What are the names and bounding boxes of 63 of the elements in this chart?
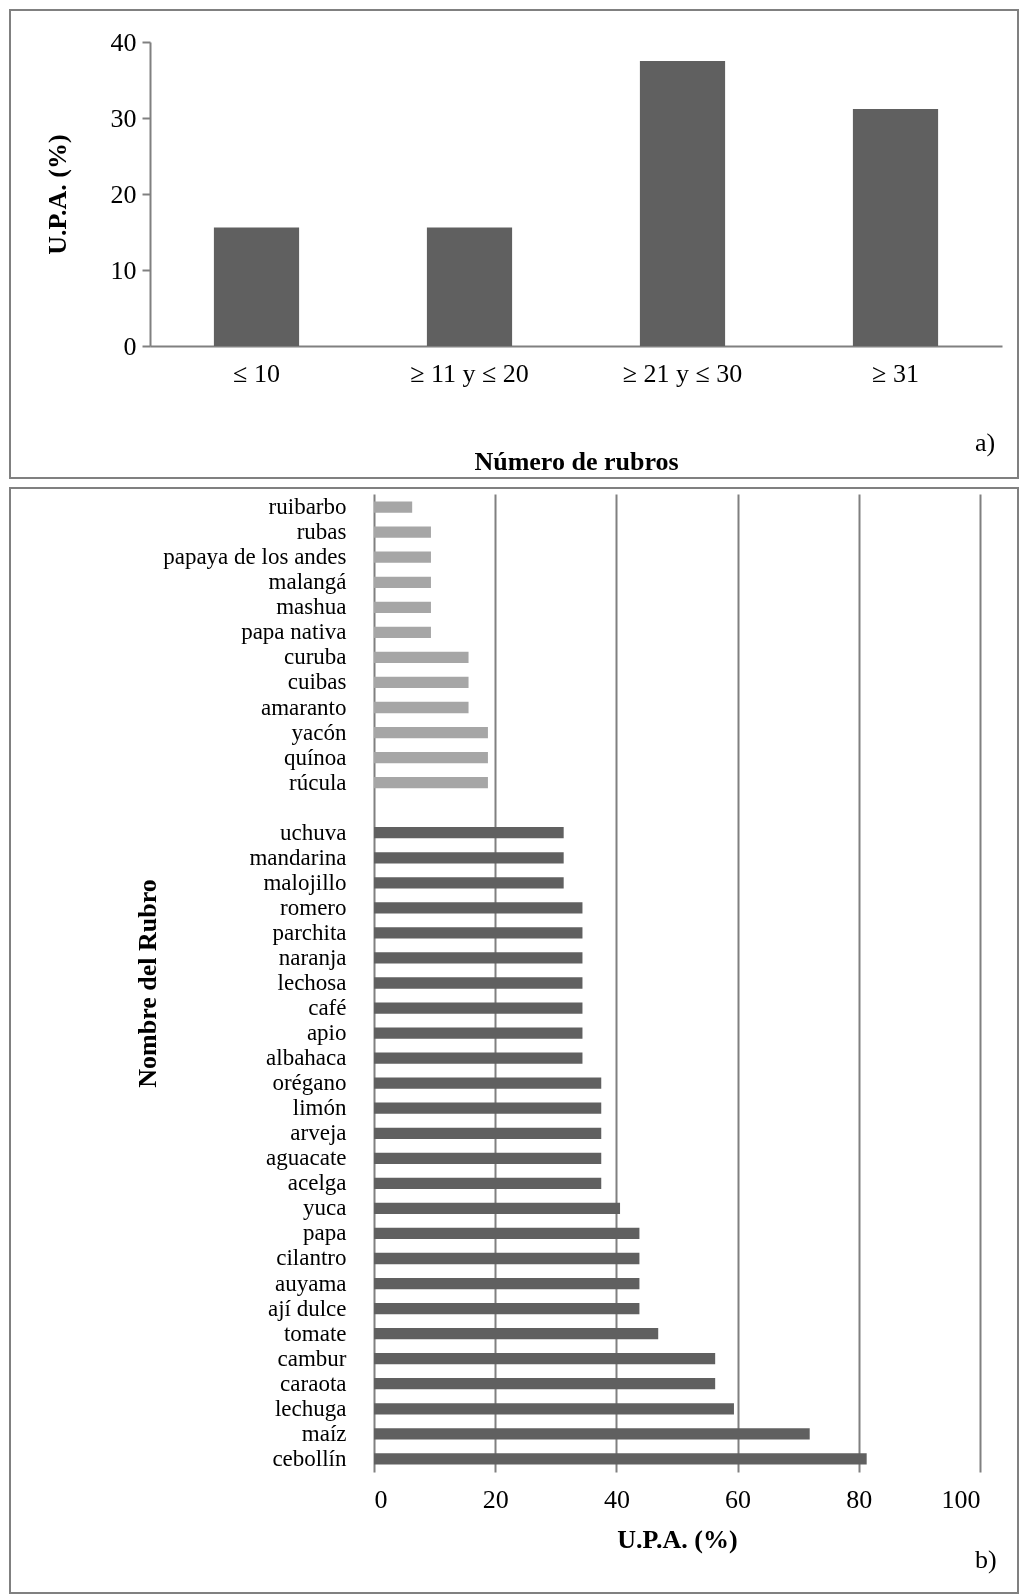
x-tick-label: 0 — [374, 1484, 388, 1514]
text: a) — [975, 428, 996, 458]
y-tick-label: orégano — [272, 1070, 347, 1096]
bar — [426, 227, 513, 346]
y-tick-label: aguacate — [266, 1145, 347, 1171]
y-tick-label: rúcula — [289, 769, 347, 795]
y-tick-label: ruibarbo — [268, 494, 347, 520]
y-tick-label: 10 — [110, 255, 137, 285]
bar — [213, 227, 300, 346]
y-tick-label: cambur — [277, 1345, 347, 1371]
y-tick-label: 0 — [123, 331, 137, 361]
y-tick-label: 30 — [110, 103, 137, 133]
y-axis-title: U.P.A. (%) — [42, 134, 72, 255]
y-tick-label: cebollín — [272, 1445, 347, 1471]
y-axis-title: Nombre del Rubro — [132, 879, 162, 1088]
y-tick-label: mashua — [276, 594, 347, 620]
y-tick-label: lechosa — [277, 970, 347, 995]
y-tick-label: papa — [303, 1220, 347, 1246]
y-tick-label: lechuga — [274, 1395, 347, 1421]
y-tick-label: limón — [292, 1095, 347, 1121]
y-tick-label: amaranto — [260, 694, 347, 720]
y-tick-label: curuba — [283, 644, 347, 670]
y-tick-label: caraota — [280, 1370, 347, 1396]
y-tick-label: yacón — [291, 719, 347, 745]
x-tick-label: 60 — [725, 1484, 752, 1514]
x-tick-label: 100 — [941, 1484, 981, 1514]
y-tick-label: cuibas — [287, 669, 347, 695]
y-tick-label: acelga — [287, 1170, 347, 1196]
x-tick-label: ≥ 11 y ≤ 20 — [410, 358, 529, 388]
y-tick-label: ají dulce — [267, 1295, 347, 1321]
y-tick-label: papa nativa — [241, 619, 347, 645]
y-tick-label: 40 — [110, 27, 137, 57]
bar — [852, 108, 939, 346]
bar — [639, 61, 726, 346]
y-tick-label: mandarina — [249, 844, 347, 870]
y-tick-label: naranja — [278, 944, 347, 970]
y-tick-label: maíz — [301, 1420, 347, 1446]
y-tick-label: albahaca — [266, 1045, 347, 1071]
x-tick-label: 40 — [603, 1484, 630, 1514]
x-tick-label: ≥ 31 — [872, 358, 919, 388]
y-tick-label: tomate — [283, 1320, 347, 1346]
y-tick-label: apio — [306, 1020, 347, 1046]
x-axis-title: U.P.A. (%) — [617, 1524, 738, 1554]
y-tick-label: rubas — [296, 519, 347, 545]
x-tick-label: ≥ 21 y ≤ 30 — [622, 358, 743, 388]
y-tick-label: yuca — [303, 1195, 347, 1221]
y-tick-label: auyama — [274, 1270, 347, 1296]
y-tick-label: cilantro — [276, 1245, 347, 1271]
x-tick-label: 20 — [482, 1484, 509, 1514]
x-tick-label: ≤ 10 — [233, 358, 280, 388]
y-tick-label: quínoa — [283, 744, 347, 770]
y-tick-label: romero — [280, 894, 347, 920]
y-tick-label: 20 — [110, 179, 137, 209]
y-tick-label: malojillo — [263, 869, 347, 895]
text: b) — [975, 1545, 997, 1575]
y-tick-label: parchita — [272, 919, 347, 945]
y-tick-label: malangá — [268, 569, 347, 595]
y-tick-label: uchuva — [280, 819, 347, 845]
y-tick-label: arveja — [290, 1120, 347, 1146]
x-tick-label: 80 — [846, 1484, 873, 1514]
y-tick-label: café — [308, 995, 347, 1021]
x-axis-title: Número de rubros — [474, 446, 679, 476]
y-tick-label: papaya de los andes — [163, 544, 347, 570]
